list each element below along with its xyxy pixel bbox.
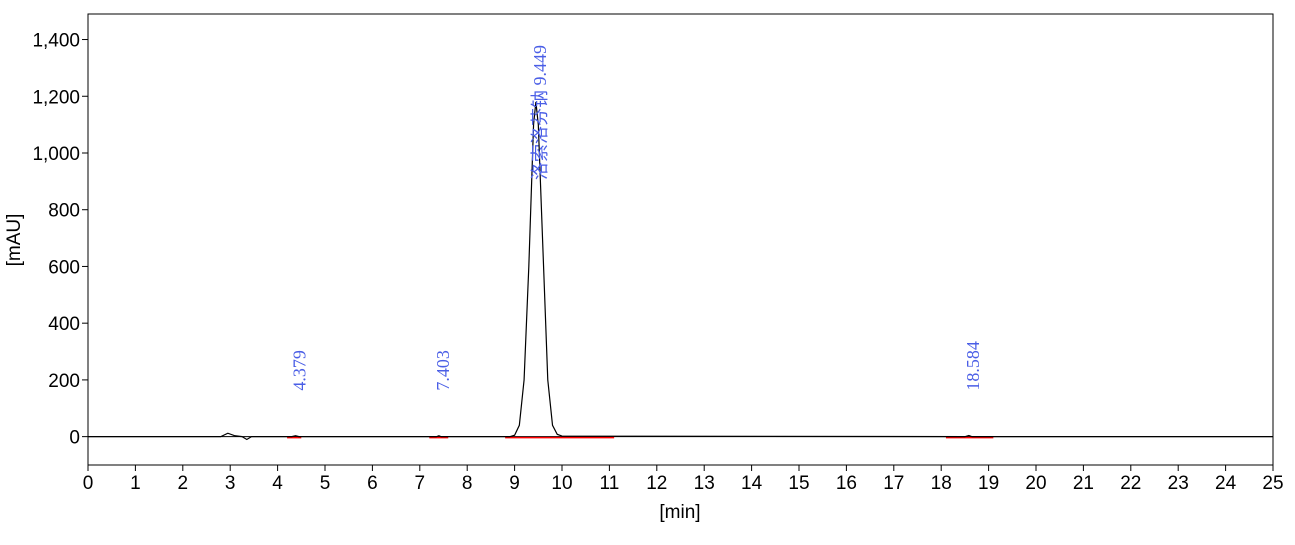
y-axis-title: [mAU] [4,214,25,267]
peak-label: 4.379 [290,350,310,391]
x-tick-label: 4 [272,473,283,494]
x-tick-label: 22 [1120,473,1141,494]
trace [88,101,1273,441]
y-tick-label: 400 [48,314,80,335]
y-tick-label: 0 [69,428,80,449]
x-tick-label: 5 [320,473,331,494]
x-tick-label: 0 [83,473,94,494]
x-tick-label: 10 [551,473,572,494]
y-tick-label: 1,000 [32,144,80,165]
x-tick-label: 11 [600,473,620,494]
peak-label: 18.584 [963,341,983,391]
y-tick-label: 800 [48,201,80,222]
x-tick-label: 25 [1262,473,1283,494]
x-tick-label: 2 [178,473,189,494]
plot-frame [87,13,1274,466]
x-tick-label: 17 [883,473,904,494]
x-tick-label: 13 [694,473,715,494]
x-tick-label: 14 [741,473,763,494]
x-tick-label: 12 [646,473,667,494]
x-tick-label: 23 [1168,473,1189,494]
x-tick-label: 7 [415,473,426,494]
y-tick-label: 1,200 [32,87,80,108]
y-tick-label: 200 [48,371,80,392]
x-tick-label: 9 [509,473,520,494]
x-tick-label: 24 [1215,473,1237,494]
x-tick-label: 20 [1025,473,1046,494]
x-tick-label: 8 [462,473,473,494]
x-tick-label: 18 [931,473,952,494]
x-tick-label: 3 [225,473,236,494]
peak-label: 7.403 [433,350,453,391]
peak-label: 洛索洛芬钠 9.449 [530,45,550,180]
x-tick-label: 6 [367,473,378,494]
x-tick-label: 16 [836,473,857,494]
y-tick-label: 1,400 [32,31,80,52]
x-tick-label: 21 [1073,473,1094,494]
x-tick-label: 19 [978,473,999,494]
x-tick-label: 1 [130,473,141,494]
y-tick-label: 600 [48,257,80,278]
x-tick-label: 15 [788,473,809,494]
x-axis-title: [min] [659,502,700,523]
